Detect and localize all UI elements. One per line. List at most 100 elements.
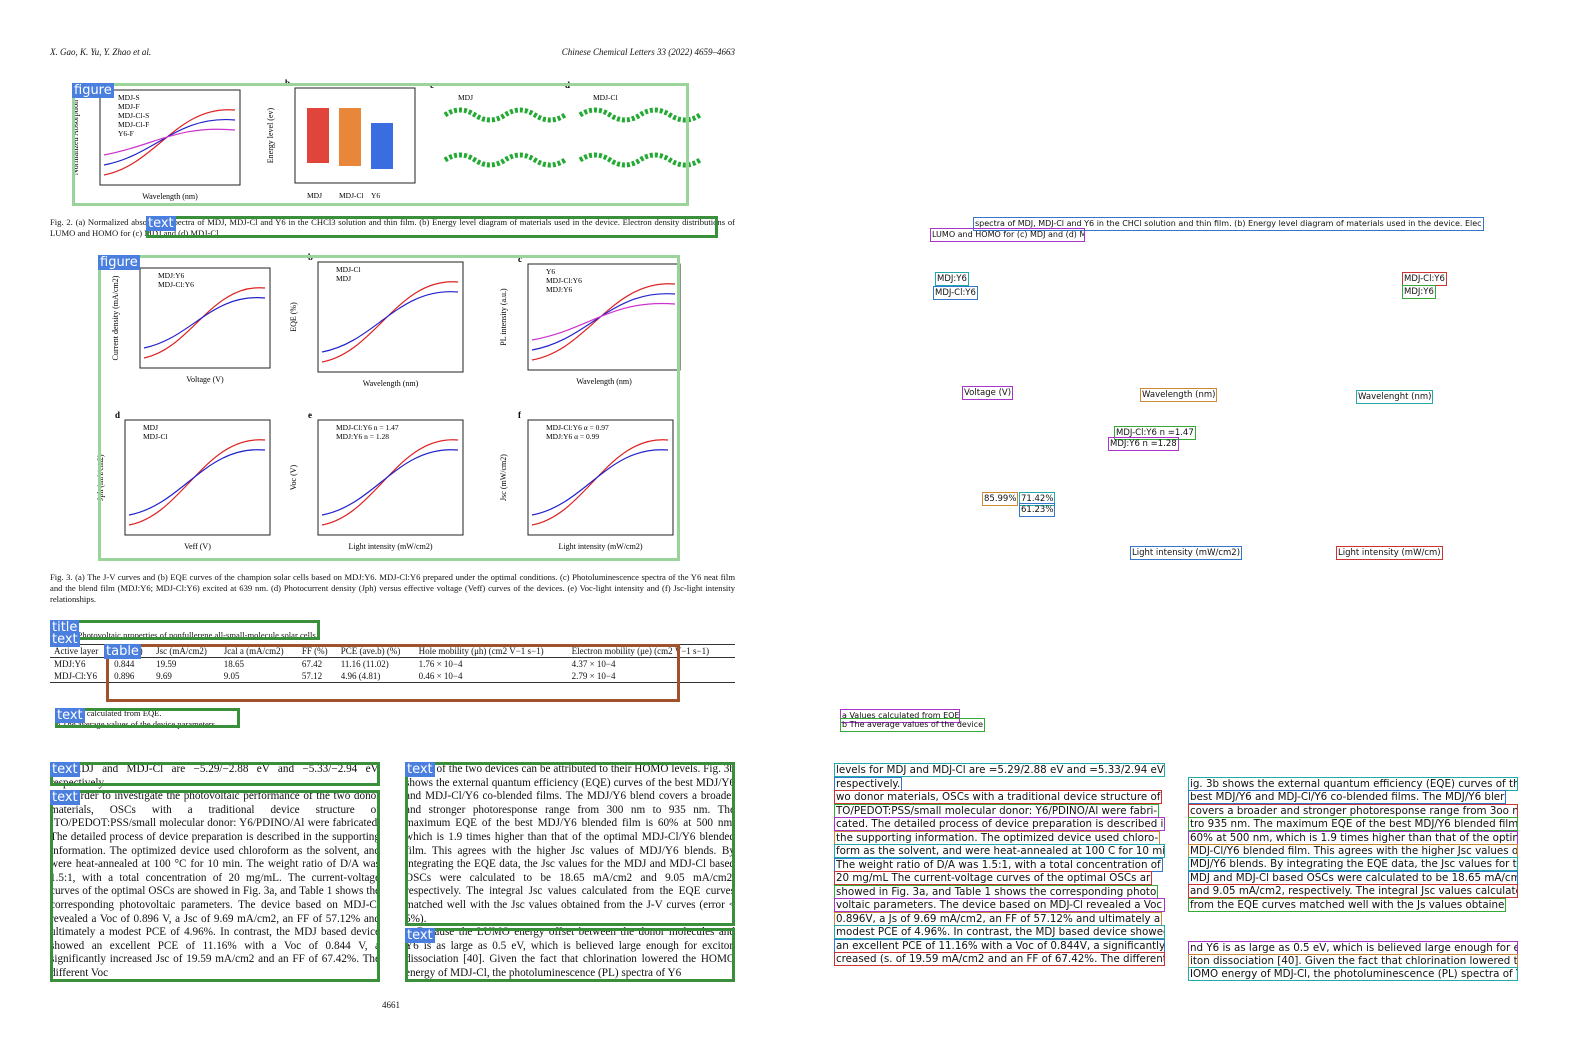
ocr-line: Light intensity (mW/cm)	[1336, 546, 1443, 560]
ocr-line: 0.896V, a Js of 9.69 mA/cm2, an FF of 57…	[834, 911, 1163, 926]
legend-entry: MDJ-Cl:Y6	[546, 276, 582, 285]
curve	[143, 297, 266, 349]
fig2-caption: Fig. 2. (a) Normalized absorption spectr…	[50, 217, 735, 238]
table-cell: 4.96 (4.81)	[340, 671, 381, 681]
panel-letter: f	[518, 410, 522, 420]
legend-entry: MDJ-Cl:Y6 n = 1.47	[336, 423, 399, 432]
energy-bar	[307, 108, 329, 163]
ocr-line: tro 935 nm. The maximum EQE of the best …	[1188, 817, 1518, 832]
ocr-line: TO/PEDOT:PSS/small molecular donor: Y6/P…	[834, 803, 1160, 818]
legend-entry: Y6	[546, 267, 555, 276]
legend-entry: MDJ:Y6 α = 0.99	[546, 432, 599, 441]
region-box	[98, 255, 680, 561]
energy-bar	[339, 108, 361, 166]
ocr-line: an excellent PCE of 11.16% with a Voc of…	[834, 938, 1165, 953]
table-cell: 0.46 × 10−4	[418, 671, 463, 681]
journal: Chinese Chemical Letters 33 (2022) 4659–…	[561, 47, 735, 57]
curve	[128, 449, 266, 516]
region-box	[405, 928, 735, 982]
ocr-line: ig. 3b shows the external quantum effici…	[1188, 777, 1518, 791]
paragraph: In order to investigate the photovoltaic…	[50, 790, 380, 979]
table-cell: 11.16 (11.02)	[340, 659, 389, 669]
legend-entry: MDJ-Cl-F	[118, 120, 149, 129]
legend-entry: MDJ	[307, 191, 322, 200]
region-label: text	[405, 928, 435, 943]
legend-entry: Y6-F	[118, 129, 134, 138]
ocr-line: 61.23%	[1019, 503, 1056, 517]
table-note: a Values calculated from EQE.	[56, 708, 162, 718]
curve	[531, 449, 669, 516]
y-axis-label: EQE (%)	[289, 302, 298, 332]
region-box	[50, 620, 320, 640]
ocr-line: wo donor materials, OSCs with a traditio…	[834, 790, 1163, 804]
x-axis-label: Light intensity (mW/cm2)	[349, 542, 433, 551]
table-cell: 0.844	[114, 659, 135, 669]
curve	[321, 449, 459, 516]
region-label: figure	[72, 83, 114, 98]
y-axis-label: Energy level (ev)	[266, 107, 275, 163]
table: Active layerVoc (V)Jsc (mA/cm2)Jcal a (m…	[50, 645, 735, 682]
region-label: title	[50, 620, 80, 635]
table-header-cell: Jsc (mA/cm2)	[152, 645, 220, 658]
ocr-line: 71.42%	[1019, 492, 1056, 506]
region-box	[50, 762, 380, 786]
x-axis-label: Light intensity (mW/cm2)	[559, 542, 643, 551]
region-box	[72, 83, 689, 206]
region-label: text	[55, 708, 85, 723]
ocr-line: from the EQE curves matched well with th…	[1188, 897, 1507, 912]
legend-entry: Y6	[371, 191, 380, 200]
ocr-line: MDJ and MDJ-Cl based OSCs were calculate…	[1188, 870, 1518, 885]
axis-frame	[124, 419, 271, 536]
legend-entry: MDJ-Cl:Y6	[158, 280, 194, 289]
ocr-line: form as the solvent, and were heat-annea…	[834, 844, 1165, 858]
orbital	[578, 107, 702, 123]
table-header-cell: FF (%)	[297, 645, 337, 658]
legend-entry: MDJ:Y6	[158, 271, 185, 280]
ocr-line: and 9.05 mA/cm2, respectively. The integ…	[1188, 884, 1518, 899]
ocr-line: a Values calculated from EQE.	[840, 709, 960, 723]
table-cell: 1.76 × 10−4	[418, 659, 463, 669]
ocr-line: LUMO and HOMO for (c) MDJ and (d) MDJ-Cl…	[930, 228, 1085, 242]
legend-entry: MDJ	[143, 423, 158, 432]
region-label: text	[50, 632, 80, 647]
table-title: Table 1 Photovoltaic properties of nonfu…	[50, 630, 318, 640]
table-cell: 67.42	[301, 659, 323, 669]
ocr-line: MDJ/Y6 blends. By integrating the EQE da…	[1188, 857, 1518, 872]
ocr-line: spectra of MDJ, MDJ-Cl and Y6 in the CHC…	[973, 217, 1484, 231]
axis-frame	[139, 267, 271, 369]
legend-entry: MDJ:Y6	[546, 285, 573, 294]
axis-frame	[527, 263, 681, 371]
energy-bar	[371, 123, 393, 169]
ocr-line: MDJ:Y6 n =1.28	[1108, 437, 1179, 451]
region-label: text	[50, 762, 80, 777]
ocr-line: covers a broader and stronger photorespo…	[1188, 803, 1518, 818]
axis-frame	[317, 261, 464, 373]
region-label: text	[146, 216, 176, 231]
legend-entry: MDJ-S	[118, 93, 140, 102]
legend-entry: MDJ	[458, 93, 473, 102]
ocr-line: cated. The detailed process of device pr…	[834, 817, 1165, 831]
table-cell: 0.896	[114, 671, 135, 681]
panel-letter: d	[115, 410, 120, 420]
legend-entry: MDJ-Cl:Y6 α = 0.97	[546, 423, 609, 432]
table-note: b The average values of the device param…	[56, 719, 218, 729]
y-axis-label: Jsc (mW/cm2)	[499, 454, 508, 501]
ocr-line: Wavelenght (nm)	[1356, 390, 1434, 404]
legend-entry: MDJ-Cl	[339, 191, 364, 200]
orbital	[443, 152, 567, 168]
region-box	[405, 762, 735, 926]
table-cell: 9.05	[223, 671, 240, 681]
ocr-line: respectively.	[834, 776, 903, 791]
ocr-line: MDJ-Cl/Y6 blended film. This agrees with…	[1188, 844, 1518, 858]
x-axis-label: Voltage (V)	[186, 375, 224, 384]
ocr-line: Light intensity (mW/cm2)	[1130, 546, 1243, 560]
ocr-line: MDJ-Cl:Y6 n =1.47	[1114, 426, 1196, 440]
table-cell: 4.37 × 10−4	[571, 659, 616, 669]
ocr-line: 60% at 500 nm, which is 1.9 times higher…	[1188, 830, 1518, 845]
fig3-caption: Fig. 3. (a) The J-V curves and (b) EQE c…	[50, 572, 735, 604]
authors: X. Gao, K. Yu, Y. Zhao et al.	[50, 47, 152, 57]
table-cell: MDJ-Cl:Y6	[54, 671, 98, 681]
ocr-line: Voltage (V)	[962, 386, 1014, 400]
ocr-line: levels for MDJ and MDJ-Cl are =5.29/2.88…	[834, 763, 1165, 777]
table-header-cell: Electron mobility (μe) (cm2 V−1 s−1)	[567, 645, 735, 658]
